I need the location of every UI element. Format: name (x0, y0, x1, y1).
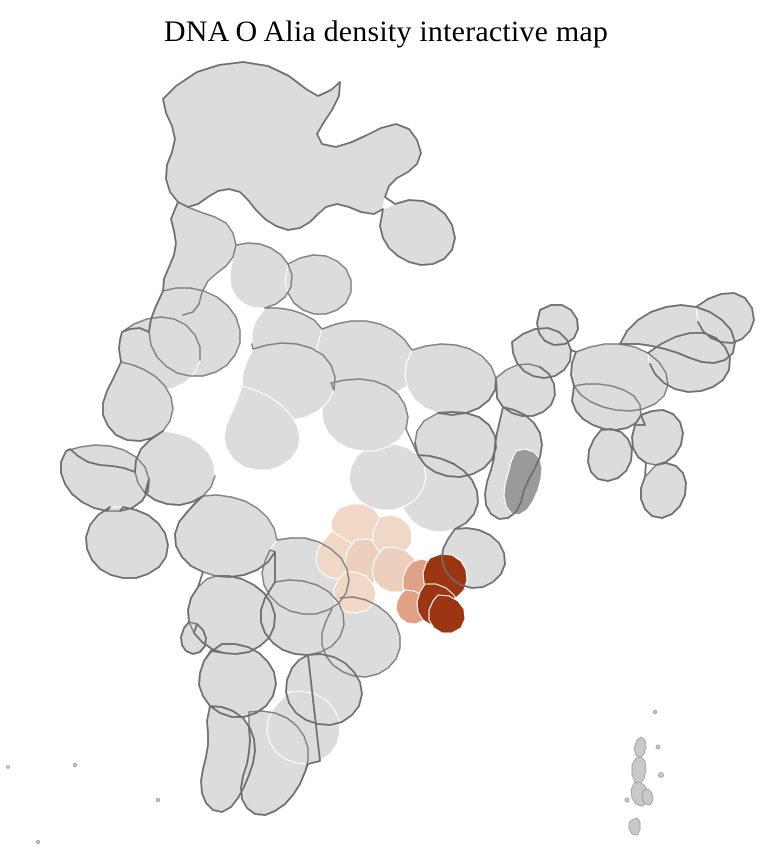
andaman-island (641, 788, 654, 806)
lakshadweep-dot (36, 840, 41, 845)
islands-layer (6, 709, 664, 845)
coast-dot (6, 765, 10, 769)
highlight-layer[interactable] (315, 448, 543, 634)
highlighted-district[interactable] (333, 571, 377, 614)
district-layer[interactable] (60, 61, 755, 816)
island-dot (624, 797, 630, 803)
district-polygon[interactable] (223, 385, 301, 471)
district-polygon[interactable] (348, 443, 427, 511)
island-dot (655, 744, 661, 750)
andaman-island (631, 756, 647, 785)
district-polygon[interactable] (379, 199, 456, 266)
district-polygon[interactable] (60, 444, 150, 512)
island-dot (652, 709, 658, 715)
map-canvas[interactable] (0, 52, 772, 859)
india-map-svg[interactable] (0, 52, 772, 859)
country-outline-layer (60, 61, 755, 816)
page-title: DNA O Alia density interactive map (163, 15, 609, 48)
district-polygon[interactable] (162, 61, 422, 231)
highlighted-district[interactable] (428, 594, 466, 634)
highlighted-district[interactable] (503, 448, 543, 516)
andaman-island (633, 736, 647, 759)
island-dot (658, 772, 664, 778)
nicobar-island (628, 817, 641, 836)
district-polygon[interactable] (640, 462, 687, 519)
lakshadweep-dot (73, 763, 78, 768)
lakshadweep-dot (155, 798, 160, 803)
